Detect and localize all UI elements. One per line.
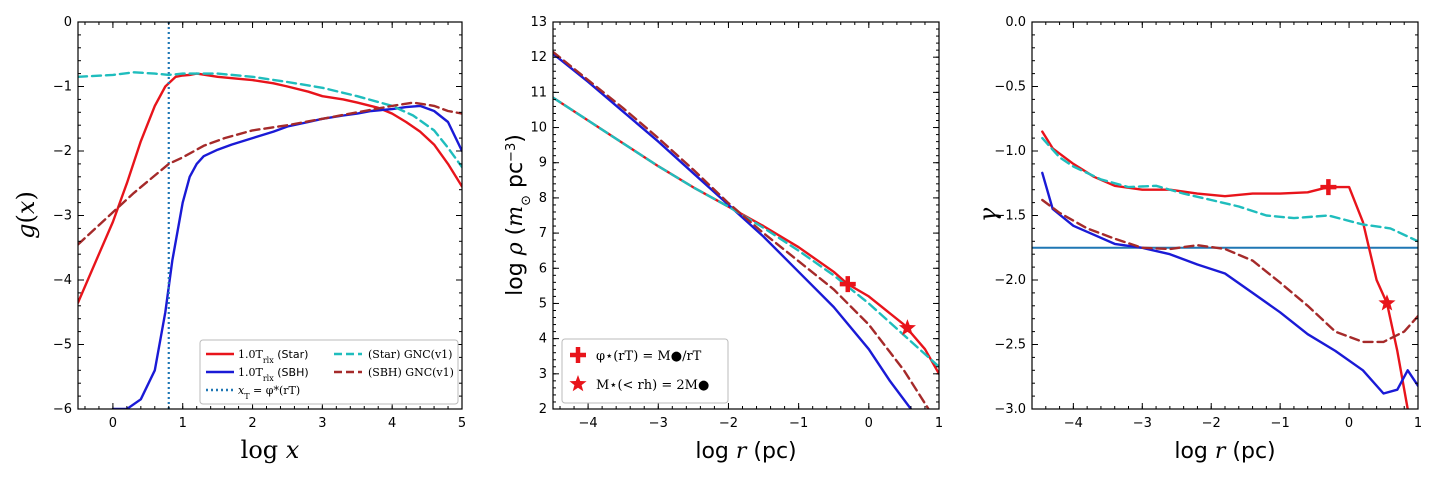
g-y-axis-label: g(x) <box>12 191 40 239</box>
rho-x-axis-label: log r (pc) <box>695 439 796 464</box>
g-series-group <box>78 22 462 409</box>
legend-label-star-gnc: (Star) GNC(v1) <box>368 348 452 361</box>
y-tick-label: −4 <box>53 273 72 288</box>
y-tick-label: 5 <box>539 296 547 311</box>
gamma-x-axis-label: log r (pc) <box>1174 439 1275 464</box>
y-tick-label: 2 <box>539 402 547 417</box>
y-tick-label: −5 <box>53 338 72 353</box>
series-1-sbh <box>553 52 913 409</box>
y-tick-label: 7 <box>539 226 547 241</box>
x-tick-label: −4 <box>579 416 598 431</box>
gamma-ticks: −4 −3 −2 −1 0 1 0.0 −0.5 −1.0 −1.5 −2.0 −2.5 −3.0 <box>994 15 1422 431</box>
y-tick-label: −2.0 <box>994 273 1026 288</box>
x-tick-label: 0 <box>109 416 117 431</box>
rho-y-axis-label: log ρ (m⊙ pc−3) <box>503 134 534 296</box>
y-tick-label: −1.5 <box>994 209 1026 224</box>
x-tick-label: −3 <box>649 416 668 431</box>
series-0-star_gnc <box>78 71 462 169</box>
panel-gamma: −4 −3 −2 −1 0 1 0.0 −0.5 −1.0 −1.5 −2.0 −2.5 −3.0 lo… <box>974 15 1422 464</box>
y-tick-label: 9 <box>539 156 547 171</box>
rho-legend-box <box>561 338 729 404</box>
x-tick-label: 1 <box>179 416 187 431</box>
panel-g-of-x: 0 1 2 3 4 5 0 −1 −2 −3 −4 −5 −6 log x g(x) 1.0Trlx (… <box>12 15 466 464</box>
legend-label-sbh-gnc: (SBH) GNC(v1) <box>368 366 454 379</box>
y-tick-label: −2 <box>53 144 72 159</box>
rho-axes-frame <box>552 21 940 410</box>
gamma-series-group <box>1032 130 1418 409</box>
legend-star-marker <box>569 375 587 392</box>
legend-label-sbh: 1.0Trlx (SBH) <box>238 366 309 383</box>
series-2-star <box>1041 130 1409 409</box>
series-1-star <box>553 96 939 375</box>
x-tick-label: 0 <box>1345 416 1353 431</box>
g-legend: 1.0Trlx (Star) 1.0Trlx (SBH) xT = φ*(rT)… <box>199 339 459 405</box>
x-tick-label: 5 <box>458 416 466 431</box>
rho-series-group <box>553 50 939 409</box>
y-tick-label: −1 <box>53 80 72 95</box>
y-tick-label: −3.0 <box>994 402 1026 417</box>
legend-label-star: 1.0Trlx (Star) <box>238 348 308 365</box>
x-tick-label: 2 <box>248 416 256 431</box>
gamma-y-axis-label: γ <box>974 207 1002 222</box>
legend-plus-shape <box>570 347 586 363</box>
x-tick-label: 4 <box>388 416 396 431</box>
y-tick-label: −6 <box>53 402 72 417</box>
legend-label-xt: xT = φ*(rT) <box>238 384 300 401</box>
x-tick-label: −4 <box>1064 416 1083 431</box>
y-tick-label: 8 <box>539 191 547 206</box>
x-tick-label: 0 <box>865 416 873 431</box>
series-0-star <box>78 72 462 304</box>
y-tick-label: −1.0 <box>994 144 1026 159</box>
y-tick-label: 4 <box>539 332 547 347</box>
series-2-star_gnc <box>1041 136 1418 243</box>
series-0-sbh_gnc <box>78 101 462 246</box>
y-tick-label: 6 <box>539 261 547 276</box>
plot-area-2 <box>1032 130 1418 409</box>
legend-label-mh: M⋆(< rh) = 2M● <box>596 378 709 393</box>
y-tick-label: −3 <box>53 209 72 224</box>
y-tick-label: 12 <box>530 50 547 65</box>
g-legend-box <box>199 339 459 405</box>
y-tick-label: 0 <box>64 15 72 30</box>
plot-area-0 <box>78 22 462 409</box>
rho-legend: φ⋆(rT) = M●/rT M⋆(< rh) = 2M● <box>561 338 729 404</box>
series-2-sbh <box>1041 171 1418 395</box>
y-tick-label: 3 <box>539 367 547 382</box>
y-tick-label: 10 <box>530 121 547 136</box>
series-1-star_gnc <box>553 96 939 368</box>
x-tick-label: −2 <box>719 416 738 431</box>
series-0-sbh <box>111 104 462 409</box>
series-1-sbh_gnc <box>553 50 930 409</box>
marker-phi_star <box>839 276 856 293</box>
marker-phi_star <box>1320 179 1337 196</box>
series-2-sbh_gnc <box>1041 198 1418 344</box>
y-tick-label: −2.5 <box>994 338 1026 353</box>
marker-r_h <box>898 319 916 336</box>
x-tick-label: 3 <box>318 416 326 431</box>
y-tick-label: 11 <box>530 85 547 100</box>
y-tick-label: 13 <box>530 15 547 30</box>
x-tick-label: −1 <box>1271 416 1290 431</box>
g-ticks: 0 1 2 3 4 5 0 −1 −2 −3 −4 −5 −6 <box>53 15 466 431</box>
plot-area-1 <box>553 50 939 409</box>
x-tick-label: 1 <box>935 416 943 431</box>
legend-plus-marker <box>570 347 586 363</box>
g-x-axis-label: log x <box>241 436 300 464</box>
x-tick-label: −1 <box>789 416 808 431</box>
x-tick-label: −2 <box>1202 416 1221 431</box>
y-tick-label: 0.0 <box>1005 15 1026 30</box>
legend-label-phi: φ⋆(rT) = M●/rT <box>596 349 702 364</box>
y-tick-label: −0.5 <box>994 80 1026 95</box>
marker-r_h <box>1378 294 1396 311</box>
x-tick-label: 1 <box>1414 416 1422 431</box>
legend-star-shape <box>569 375 587 392</box>
x-tick-label: −3 <box>1133 416 1152 431</box>
